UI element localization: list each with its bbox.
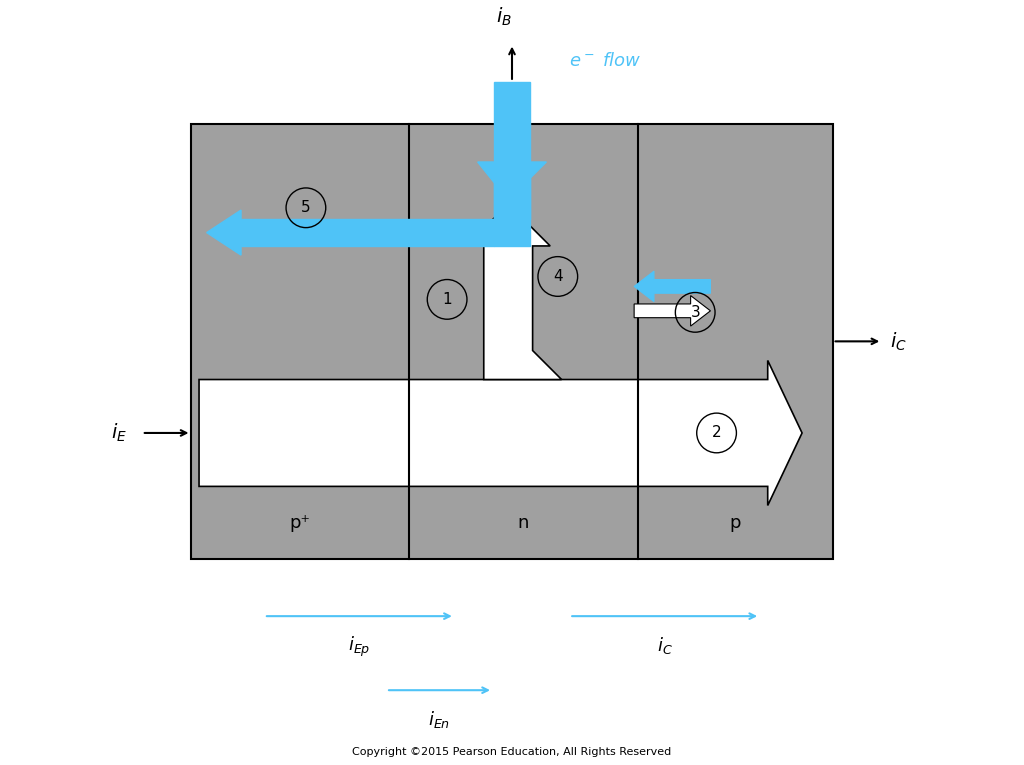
Text: p⁺: p⁺: [290, 514, 310, 532]
FancyBboxPatch shape: [191, 124, 833, 559]
Polygon shape: [207, 210, 241, 255]
Text: $i_C$: $i_C$: [890, 330, 906, 353]
Bar: [241, 220, 495, 246]
Text: 1: 1: [442, 292, 452, 307]
Text: $e^-$ flow: $e^-$ flow: [569, 52, 642, 70]
Text: $i_E$: $i_E$: [111, 422, 127, 444]
Bar: [495, 124, 529, 220]
Text: n: n: [518, 514, 529, 532]
Text: Copyright ©2015 Pearson Education, All Rights Reserved: Copyright ©2015 Pearson Education, All R…: [352, 747, 672, 757]
Text: $i_{En}$: $i_{En}$: [428, 709, 451, 731]
Polygon shape: [634, 295, 711, 326]
Text: Hole: Hole: [286, 424, 330, 442]
Bar: [495, 162, 529, 246]
Text: $i_B$: $i_B$: [497, 6, 512, 28]
Bar: [495, 82, 529, 124]
Text: 5: 5: [301, 200, 310, 215]
Text: p: p: [729, 514, 741, 532]
Polygon shape: [634, 271, 711, 301]
Text: 2: 2: [712, 425, 721, 441]
Text: 4: 4: [553, 269, 562, 284]
Polygon shape: [199, 360, 802, 506]
Polygon shape: [466, 204, 561, 379]
Text: $i_C$: $i_C$: [656, 635, 673, 656]
Text: 3: 3: [690, 305, 700, 320]
Polygon shape: [477, 162, 547, 200]
Text: $i_{Ep}$: $i_{Ep}$: [348, 635, 371, 659]
Text: Flow: Flow: [504, 424, 549, 442]
